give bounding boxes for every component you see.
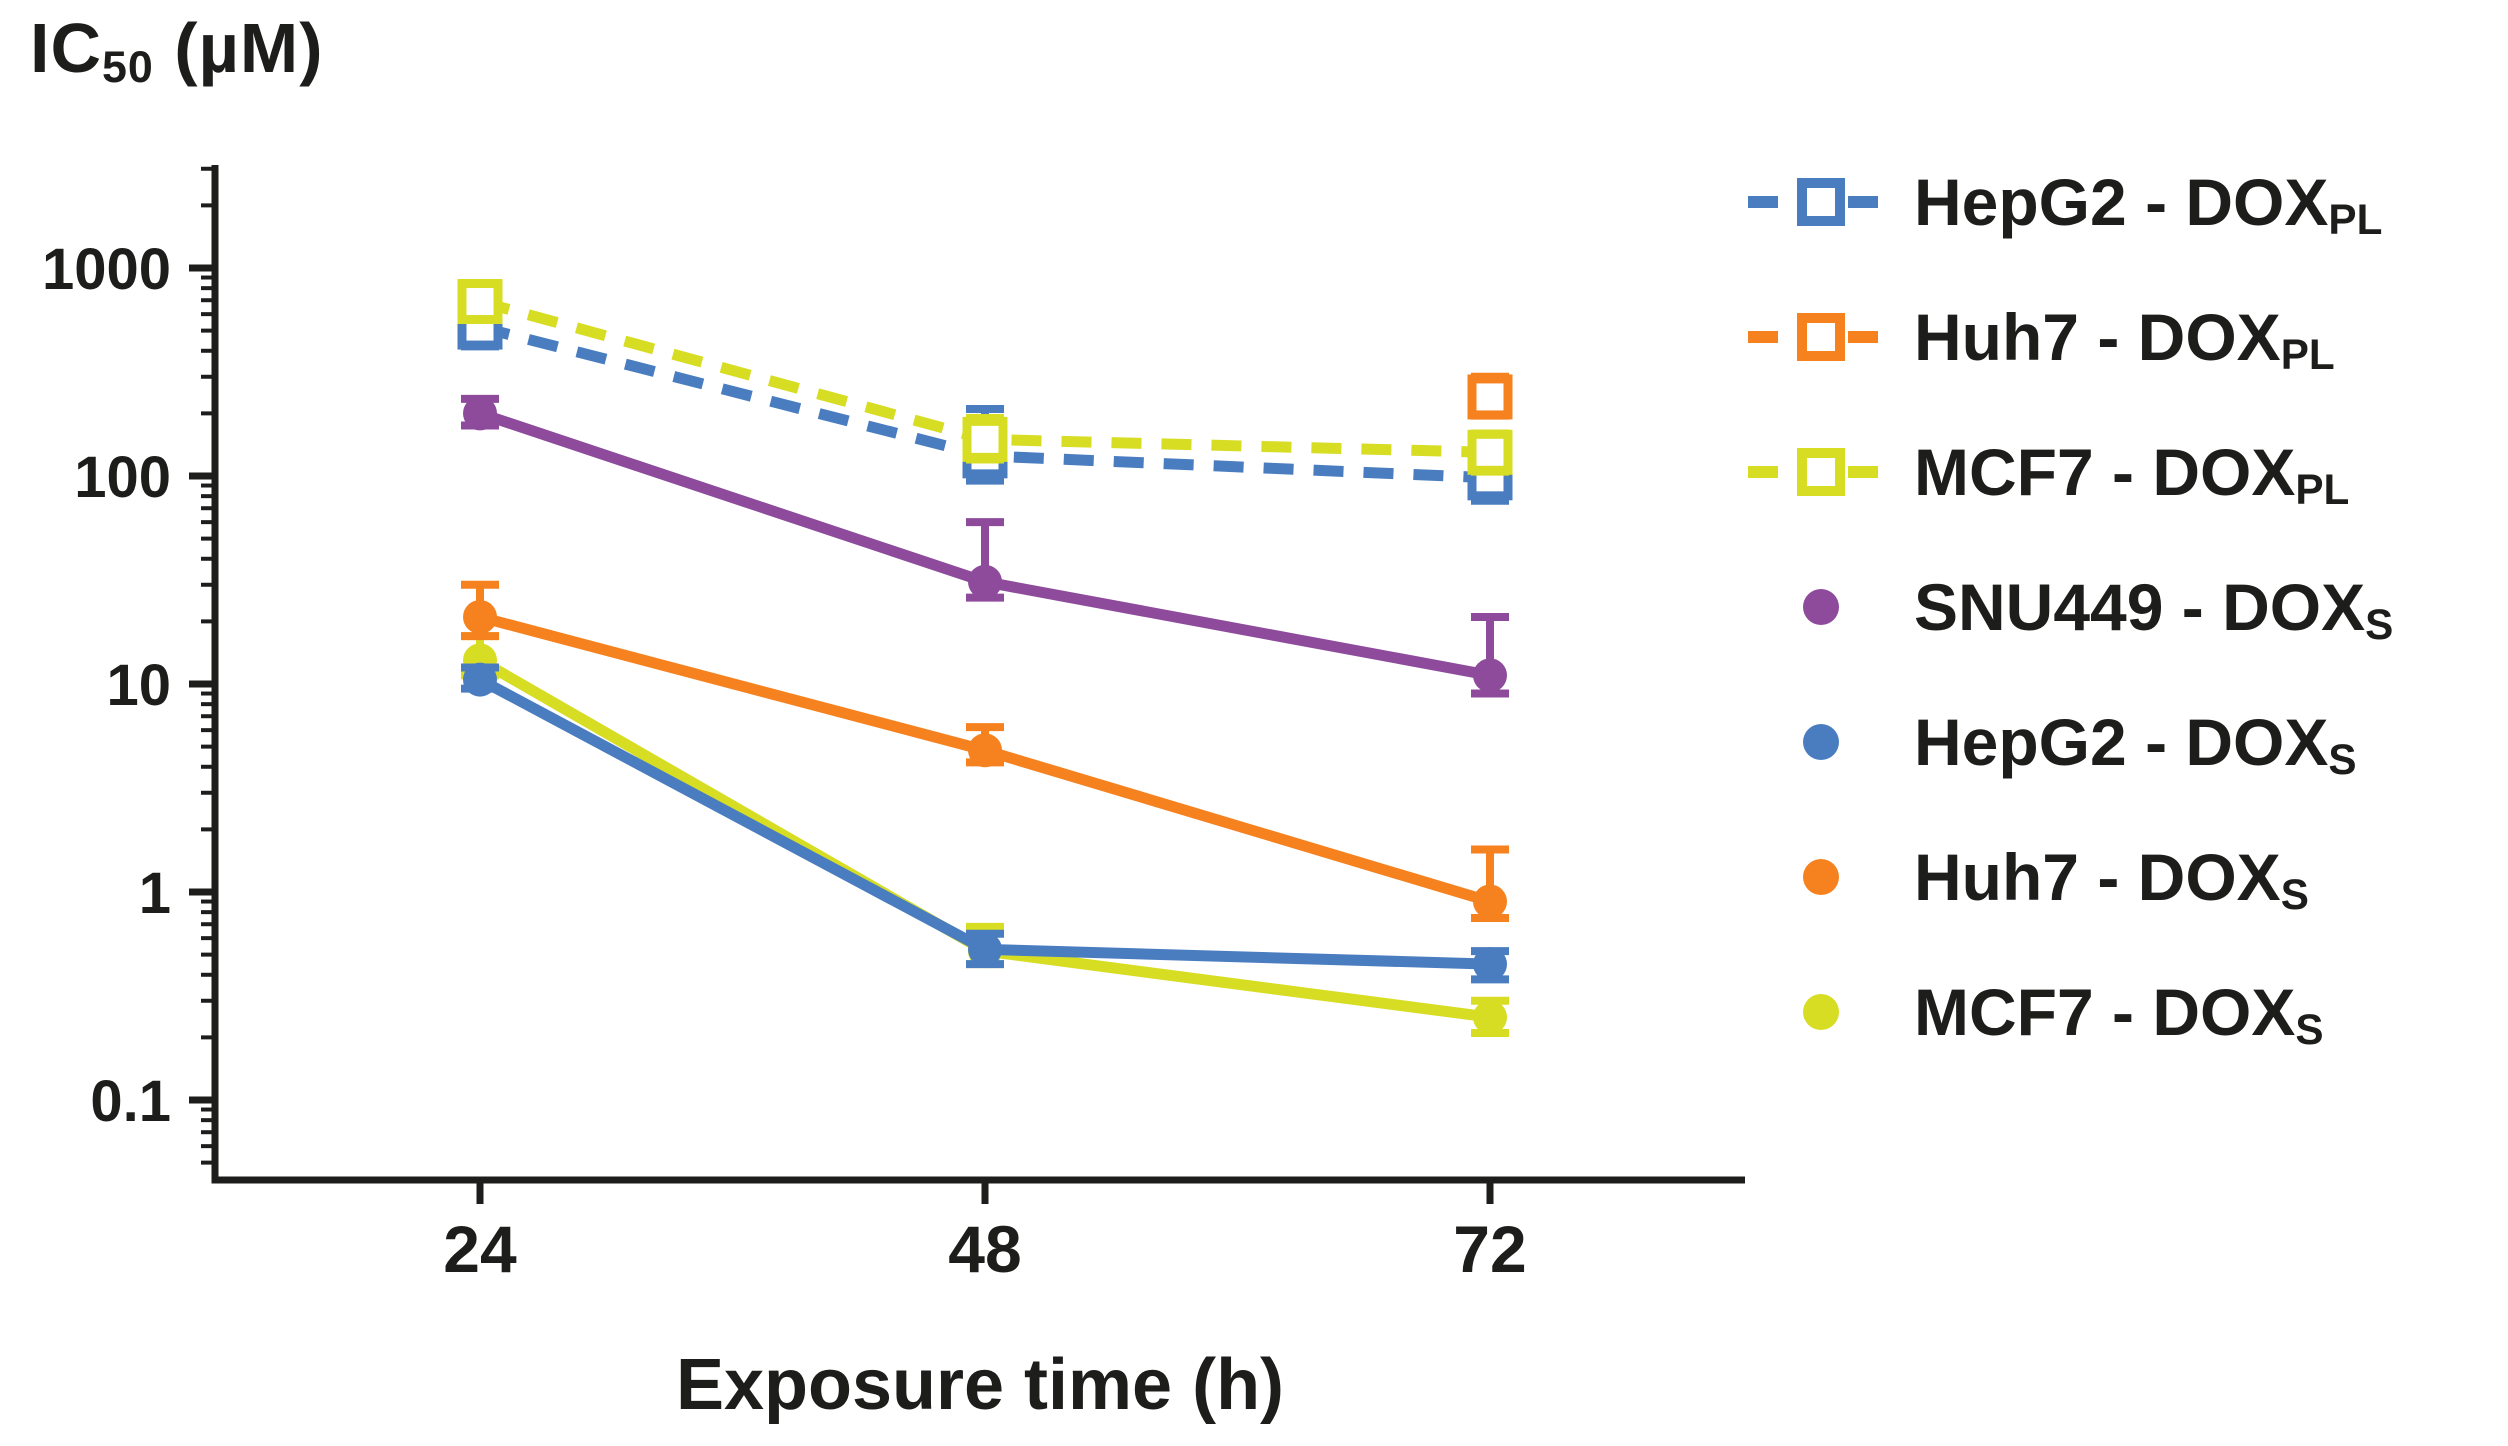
open-square-dashed-line-icon (1748, 177, 1894, 226)
legend-item-hepg2-doxpl: HepG2 - DOXPL (1746, 134, 2393, 269)
legend-label: SNU449 - DOXS (1914, 569, 2394, 648)
legend-label-main: Huh7 - DOX (1914, 299, 2281, 374)
series-line (477, 674, 1491, 970)
legend-label-main: Huh7 - DOX (1914, 839, 2281, 914)
legend-label: Huh7 - DOXS (1914, 839, 2309, 918)
series-mcf7---doxpl (457, 279, 1513, 476)
y-tick-label: 1 (139, 861, 171, 926)
legend-item-huh7-doxpl: Huh7 - DOXPL (1746, 269, 2393, 404)
legend-marker-hepg2-doxpl (1746, 172, 1896, 232)
series-huh7---doxs (461, 580, 1509, 922)
x-axis-title: Exposure time (h) (675, 1345, 1285, 1425)
legend-item-mcf7-doxpl: MCF7 - DOXPL (1746, 404, 2393, 539)
y-axis-title-unit: (µM) (153, 9, 324, 87)
marker-circle (463, 396, 497, 431)
marker-circle (463, 599, 497, 634)
legend-label-main: HepG2 - DOX (1914, 704, 2329, 779)
y-tick-label: 100 (74, 445, 171, 510)
legend-marker-snu449-doxs (1746, 577, 1896, 637)
axes (211, 165, 1745, 1184)
marker-circle (1473, 947, 1507, 982)
y-axis-title: IC50 (µM) (30, 8, 324, 92)
legend-item-huh7-doxs: Huh7 - DOXS (1746, 809, 2393, 944)
series-huh7---doxpl (1467, 372, 1513, 420)
legend-label-main: SNU449 - DOX (1914, 569, 2366, 644)
legend-label: Huh7 - DOXPL (1914, 299, 2335, 378)
y-tick-label: 0.1 (90, 1069, 171, 1134)
marker-circle (968, 932, 1002, 967)
legend-label-sub: S (2295, 1005, 2324, 1053)
legend-marker-hepg2-doxs (1746, 712, 1896, 772)
legend-label-sub: PL (2328, 195, 2383, 243)
x-tick-label: 72 (1453, 1212, 1526, 1286)
legend-marker-huh7-doxs (1746, 847, 1896, 907)
legend-label: HepG2 - DOXPL (1914, 164, 2383, 243)
open-square-dashed-line-icon (1748, 312, 1894, 361)
legend-label-sub: PL (2295, 465, 2350, 513)
legend-label-main: MCF7 - DOX (1914, 434, 2296, 509)
legend-label-main: HepG2 - DOX (1914, 164, 2329, 239)
legend-marker-mcf7-doxpl (1746, 442, 1896, 502)
x-tick-label: 48 (948, 1212, 1021, 1286)
legend-label-sub: PL (2280, 330, 2335, 378)
legend-marker-mcf7-doxs (1746, 982, 1896, 1042)
x-tick-label: 24 (443, 1212, 517, 1286)
y-axis-title-sub: 50 (102, 41, 154, 92)
y-axis-title-main: IC (30, 9, 102, 87)
legend-item-mcf7-doxs: MCF7 - DOXS (1746, 944, 2393, 1079)
legend-label: MCF7 - DOXPL (1914, 434, 2350, 513)
marker-circle (1473, 658, 1507, 693)
filled-circle-icon (1803, 858, 1839, 895)
series-hepg2---doxpl (457, 292, 1513, 505)
filled-circle-icon (1803, 588, 1839, 625)
marker-open-square (962, 416, 1008, 462)
series-mcf7---doxs (461, 632, 1509, 1037)
legend-label-sub: S (2328, 735, 2357, 783)
marker-circle (968, 733, 1002, 768)
marker-circle (463, 662, 497, 697)
marker-circle (1473, 1000, 1507, 1035)
legend: HepG2 - DOXPL Huh7 - DOXPL MCF7 - DOXPL … (1746, 134, 2393, 1079)
marker-open-square (1467, 374, 1513, 420)
legend-label: HepG2 - DOXS (1914, 704, 2357, 783)
legend-label-main: MCF7 - DOX (1914, 974, 2296, 1049)
legend-label: MCF7 - DOXS (1914, 974, 2324, 1053)
open-square-dashed-line-icon (1748, 447, 1894, 496)
filled-circle-icon (1803, 723, 1839, 760)
marker-circle (968, 564, 1002, 599)
series-snu449---doxs (461, 394, 1509, 698)
legend-marker-huh7-doxpl (1746, 307, 1896, 367)
marker-open-square (457, 279, 503, 325)
y-tick-label: 10 (106, 653, 171, 718)
y-tick-label: 1000 (42, 237, 171, 302)
filled-circle-icon (1803, 993, 1839, 1030)
legend-item-snu449-doxs: SNU449 - DOXS (1746, 539, 2393, 674)
legend-label-sub: S (2365, 600, 2394, 648)
legend-item-hepg2-doxs: HepG2 - DOXS (1746, 674, 2393, 809)
legend-label-sub: S (2280, 870, 2309, 918)
marker-open-square (1467, 429, 1513, 475)
marker-circle (1473, 884, 1507, 919)
series-hepg2---doxs (461, 662, 1509, 984)
